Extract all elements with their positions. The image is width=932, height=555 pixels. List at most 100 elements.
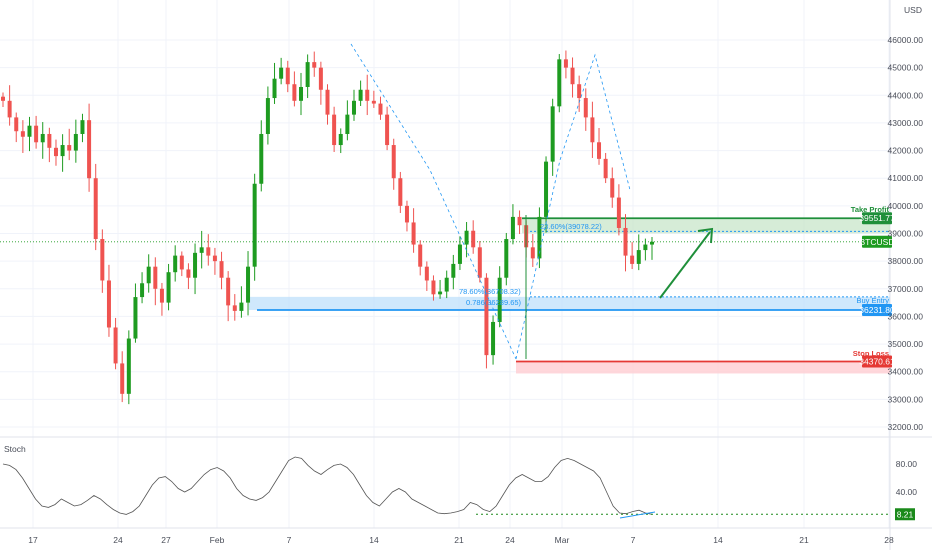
candle[interactable] (590, 101, 595, 158)
candle[interactable] (219, 251, 224, 290)
candle[interactable] (398, 171, 403, 214)
candle[interactable] (504, 232, 509, 286)
candle[interactable] (87, 103, 92, 192)
candle[interactable] (338, 128, 343, 154)
candle[interactable] (636, 234, 641, 271)
candle[interactable] (603, 152, 608, 184)
candle[interactable] (27, 116, 32, 152)
candle[interactable] (457, 236, 462, 270)
candle[interactable] (577, 75, 582, 112)
candle[interactable] (411, 208, 416, 253)
candle[interactable] (404, 200, 409, 232)
candle[interactable] (563, 50, 568, 79)
candle[interactable] (570, 57, 575, 98)
candle[interactable] (365, 74, 370, 116)
candle[interactable] (623, 214, 628, 272)
candle[interactable] (292, 71, 297, 107)
candle[interactable] (305, 54, 310, 99)
candle[interactable] (1, 92, 5, 108)
candle[interactable] (345, 100, 350, 141)
candle[interactable] (610, 167, 615, 208)
candle[interactable] (246, 251, 251, 316)
candle[interactable] (166, 263, 171, 311)
candle[interactable] (239, 286, 244, 318)
candle[interactable] (173, 245, 178, 282)
candle[interactable] (186, 263, 191, 290)
candle[interactable] (557, 54, 562, 113)
candle[interactable] (544, 156, 549, 233)
candle[interactable] (259, 120, 264, 192)
candle[interactable] (232, 294, 237, 321)
candle[interactable] (583, 88, 588, 131)
candle[interactable] (153, 257, 158, 306)
candle[interactable] (444, 270, 449, 299)
candle[interactable] (597, 127, 602, 165)
candle[interactable] (140, 272, 145, 304)
candle[interactable] (371, 90, 376, 108)
candle[interactable] (391, 138, 396, 190)
candle[interactable] (464, 222, 469, 258)
candle[interactable] (491, 315, 496, 365)
candle[interactable] (630, 242, 635, 270)
candle[interactable] (550, 98, 555, 176)
candle[interactable] (146, 254, 151, 293)
candles-layer[interactable] (1, 50, 654, 405)
candle[interactable] (325, 84, 330, 125)
candle[interactable] (47, 127, 52, 163)
candle[interactable] (424, 261, 429, 291)
candle[interactable] (332, 106, 337, 152)
candle[interactable] (126, 330, 131, 405)
candle[interactable] (471, 220, 476, 254)
candle[interactable] (299, 72, 304, 116)
candle[interactable] (517, 210, 522, 235)
candle[interactable] (318, 61, 323, 105)
candle[interactable] (438, 279, 443, 299)
candle[interactable] (378, 96, 383, 120)
candle[interactable] (120, 351, 125, 403)
candle[interactable] (312, 51, 317, 77)
candle[interactable] (451, 254, 456, 290)
candle[interactable] (351, 89, 356, 121)
candle[interactable] (530, 234, 535, 267)
candle[interactable] (272, 62, 277, 104)
candle[interactable] (385, 106, 390, 151)
candle[interactable] (34, 115, 39, 149)
candle[interactable] (643, 238, 648, 261)
candle[interactable] (226, 271, 231, 322)
candle[interactable] (537, 207, 542, 269)
candle[interactable] (279, 57, 284, 85)
candle[interactable] (14, 112, 19, 143)
candle[interactable] (212, 247, 217, 275)
candle[interactable] (497, 266, 502, 328)
candle[interactable] (285, 60, 290, 93)
candle[interactable] (265, 86, 270, 145)
candle[interactable] (133, 283, 138, 343)
candle[interactable] (7, 85, 12, 126)
candle[interactable] (484, 273, 489, 369)
candle[interactable] (159, 282, 164, 316)
candle[interactable] (206, 234, 211, 266)
candle[interactable] (80, 113, 85, 143)
candle[interactable] (193, 243, 198, 295)
candle[interactable] (60, 134, 65, 172)
candle[interactable] (510, 204, 515, 245)
candle[interactable] (40, 122, 45, 159)
candle-body (7, 100, 12, 118)
candle[interactable] (650, 236, 654, 260)
candle[interactable] (93, 163, 98, 251)
candle[interactable] (179, 251, 184, 277)
candle[interactable] (106, 264, 111, 337)
candle[interactable] (20, 120, 25, 153)
candle[interactable] (73, 119, 78, 163)
candle[interactable] (100, 229, 105, 293)
candle[interactable] (431, 275, 436, 301)
candle[interactable] (252, 173, 257, 281)
candle[interactable] (113, 317, 118, 370)
candle[interactable] (418, 240, 423, 276)
candle[interactable] (358, 80, 363, 106)
candle[interactable] (67, 128, 72, 161)
candle[interactable] (53, 139, 58, 166)
candle[interactable] (199, 230, 204, 269)
candle[interactable] (616, 184, 621, 236)
candle[interactable] (477, 241, 482, 283)
